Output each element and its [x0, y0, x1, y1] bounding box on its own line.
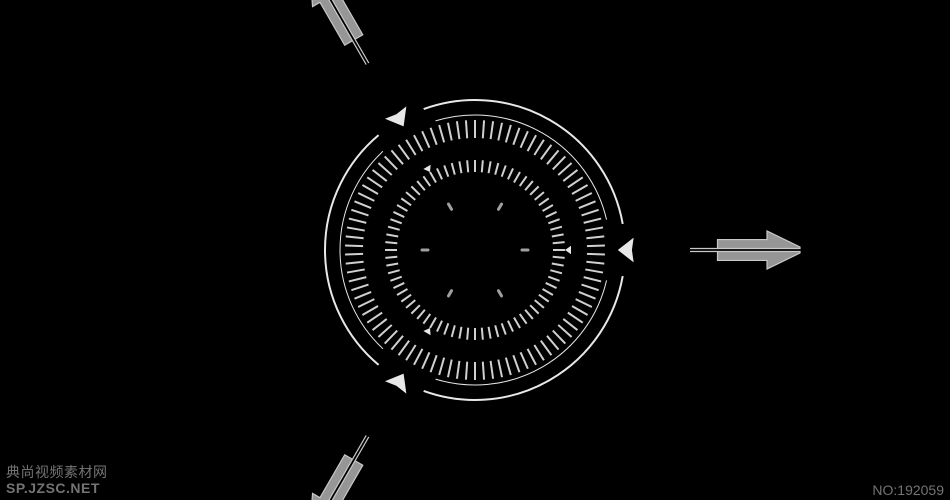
center-mark — [499, 204, 502, 209]
inner-arc-line — [340, 151, 383, 348]
chevron-icon — [386, 374, 405, 392]
inner-triangle-icon — [423, 165, 430, 172]
chevron-icon — [386, 108, 405, 126]
outer-pointer-half — [690, 231, 800, 249]
watermark-site-url: SP.JZSC.NET — [6, 480, 108, 496]
inner-triangle-icon — [423, 328, 430, 335]
watermark-bottom-left: 典尚视频素材网 SP.JZSC.NET — [6, 464, 108, 496]
tick-ring-inner — [385, 160, 565, 340]
outer-arc-segment — [424, 276, 623, 400]
hud-stage: 典尚视频素材网 SP.JZSC.NET NO:192059 — [0, 0, 950, 500]
outer-arc-segment — [424, 100, 623, 224]
inner-triangle-icon — [565, 246, 571, 254]
center-mark — [449, 204, 452, 209]
outer-pointer-half — [690, 252, 800, 270]
outer-arc-segment — [325, 135, 379, 365]
chevron-icon — [619, 239, 633, 261]
hud-reticle — [0, 0, 950, 500]
watermark-site-name: 典尚视频素材网 — [6, 464, 108, 480]
center-mark — [449, 291, 452, 296]
watermark-asset-id: NO:192059 — [872, 482, 944, 498]
center-mark — [499, 291, 502, 296]
